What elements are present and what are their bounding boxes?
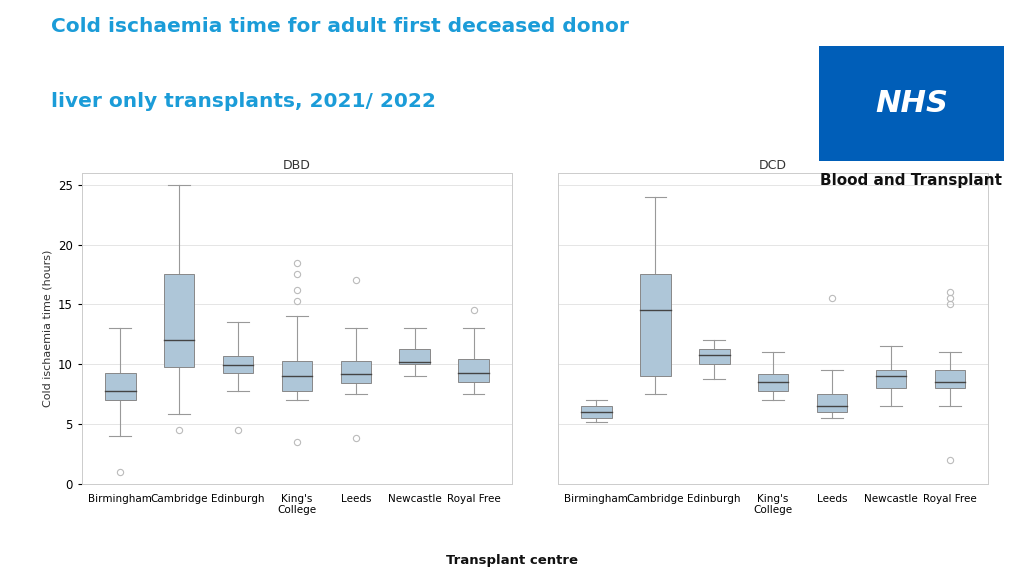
Bar: [341, 361, 371, 384]
Bar: [699, 348, 729, 364]
Bar: [876, 370, 906, 388]
Text: Transplant centre: Transplant centre: [446, 555, 578, 567]
Text: Blood and Transplant: Blood and Transplant: [820, 173, 1002, 188]
Bar: [459, 359, 489, 382]
Bar: [640, 275, 671, 376]
Bar: [164, 275, 195, 366]
Bar: [104, 373, 135, 400]
Title: DCD: DCD: [759, 158, 787, 172]
Bar: [817, 394, 847, 412]
Title: DBD: DBD: [283, 158, 311, 172]
Bar: [935, 370, 966, 388]
Bar: [399, 348, 430, 364]
Bar: [282, 361, 312, 391]
Bar: [581, 406, 611, 418]
Text: NHS: NHS: [874, 89, 948, 118]
Text: Cold ischaemia time for adult first deceased donor: Cold ischaemia time for adult first dece…: [51, 17, 629, 36]
Y-axis label: Cold ischaemia time (hours): Cold ischaemia time (hours): [42, 249, 52, 407]
Bar: [758, 374, 788, 391]
Bar: [223, 356, 253, 373]
Text: liver only transplants, 2021/ 2022: liver only transplants, 2021/ 2022: [51, 92, 436, 111]
